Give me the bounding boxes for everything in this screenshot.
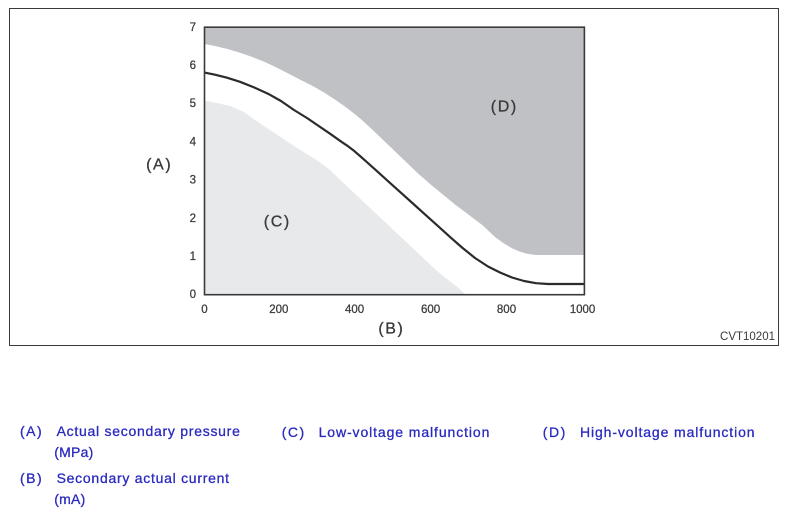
- svg-text:200: 200: [269, 304, 288, 316]
- svg-text:0: 0: [190, 289, 196, 301]
- svg-text:2: 2: [190, 213, 196, 225]
- svg-text:3: 3: [190, 175, 196, 187]
- svg-text:5: 5: [190, 98, 196, 110]
- svg-text:(A): (A): [146, 157, 172, 174]
- svg-text:7: 7: [190, 22, 196, 34]
- svg-text:6: 6: [190, 60, 196, 72]
- svg-text:(B): (B): [378, 321, 404, 338]
- svg-text:600: 600: [421, 304, 440, 316]
- svg-text:400: 400: [345, 304, 364, 316]
- svg-text:4: 4: [190, 136, 197, 148]
- svg-text:(D): (D): [491, 99, 518, 116]
- svg-text:CVT10201: CVT10201: [720, 331, 775, 343]
- svg-text:(C): (C): [264, 214, 291, 231]
- svg-text:1000: 1000: [570, 304, 596, 316]
- svg-text:1: 1: [190, 251, 196, 263]
- svg-text:800: 800: [497, 304, 516, 316]
- svg-text:0: 0: [201, 304, 207, 316]
